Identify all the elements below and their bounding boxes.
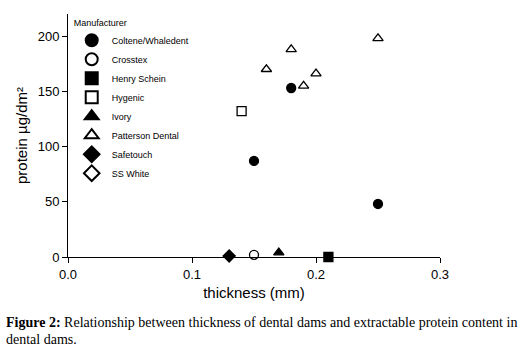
svg-text:Henry Schein: Henry Schein <box>112 74 166 84</box>
svg-text:Ivory: Ivory <box>112 112 132 122</box>
svg-text:200: 200 <box>38 29 60 44</box>
svg-text:Coltene/Whaledent: Coltene/Whaledent <box>112 36 189 46</box>
svg-text:thickness (mm): thickness (mm) <box>203 284 305 301</box>
svg-text:Crosstex: Crosstex <box>112 55 148 65</box>
html-text:Figure 2: Relationship between: Figure 2: Relationship between thickness… <box>6 315 518 347</box>
svg-text:protein µg/dm²: protein µg/dm² <box>13 87 30 184</box>
svg-text:Hygenic: Hygenic <box>112 93 145 103</box>
svg-text:100: 100 <box>38 139 60 154</box>
svg-text:0.0: 0.0 <box>59 267 77 282</box>
svg-text:Safetouch: Safetouch <box>112 150 153 160</box>
svg-text:Manufacturer: Manufacturer <box>74 18 127 28</box>
svg-text:0.3: 0.3 <box>431 267 449 282</box>
svg-text:0: 0 <box>52 250 59 265</box>
svg-text:SS White: SS White <box>112 169 150 179</box>
svg-text:150: 150 <box>38 84 60 99</box>
svg-text:0.2: 0.2 <box>307 267 325 282</box>
svg-text:50: 50 <box>45 194 59 209</box>
svg-text:Patterson Dental: Patterson Dental <box>112 131 179 141</box>
svg-text:0.1: 0.1 <box>183 267 201 282</box>
